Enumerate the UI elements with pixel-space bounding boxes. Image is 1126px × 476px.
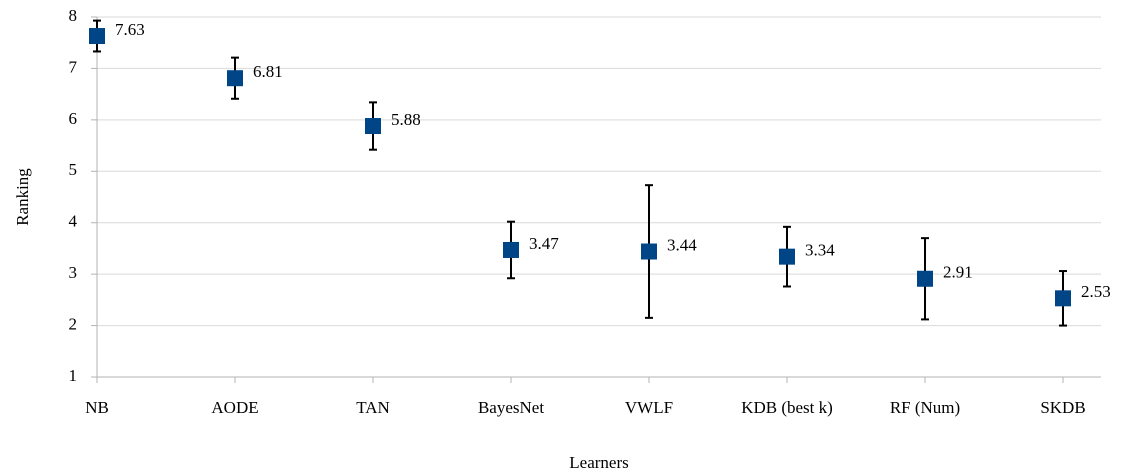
x-tick-label: RF (Num) — [890, 398, 960, 417]
data-label: 2.91 — [943, 263, 973, 282]
point — [227, 70, 243, 87]
point — [779, 248, 795, 265]
data-label: 3.44 — [667, 235, 697, 254]
data-label: 3.47 — [529, 234, 559, 253]
x-tick-label: TAN — [356, 398, 390, 417]
y-tick-label: 4 — [69, 212, 78, 231]
point — [641, 243, 657, 260]
y-tick-label: 3 — [69, 263, 78, 282]
point — [89, 28, 105, 45]
data-label: 5.88 — [391, 110, 421, 129]
point — [503, 241, 519, 258]
x-tick-label: KDB (best k) — [741, 398, 833, 417]
x-tick-label: VWLF — [625, 398, 673, 417]
data-label: 3.34 — [805, 241, 835, 260]
x-tick-label: SKDB — [1040, 398, 1085, 417]
x-tick-label: NB — [85, 398, 109, 417]
y-tick-label: 1 — [69, 366, 78, 385]
data-label: 2.53 — [1081, 282, 1111, 301]
y-tick-label: 6 — [69, 109, 78, 128]
y-axis-label: Ranking — [13, 168, 32, 226]
data-label: 7.63 — [115, 20, 145, 39]
x-tick-label: BayesNet — [478, 398, 544, 417]
data-label: 6.81 — [253, 62, 283, 81]
y-tick-label: 8 — [69, 6, 78, 25]
y-tick-label: 7 — [69, 57, 78, 76]
x-tick-label: AODE — [211, 398, 258, 417]
point — [365, 118, 381, 135]
y-tick-label: 5 — [69, 160, 78, 179]
point — [1055, 290, 1071, 307]
point — [917, 270, 933, 287]
y-tick-label: 2 — [69, 314, 78, 333]
x-axis-label: Learners — [569, 453, 628, 472]
